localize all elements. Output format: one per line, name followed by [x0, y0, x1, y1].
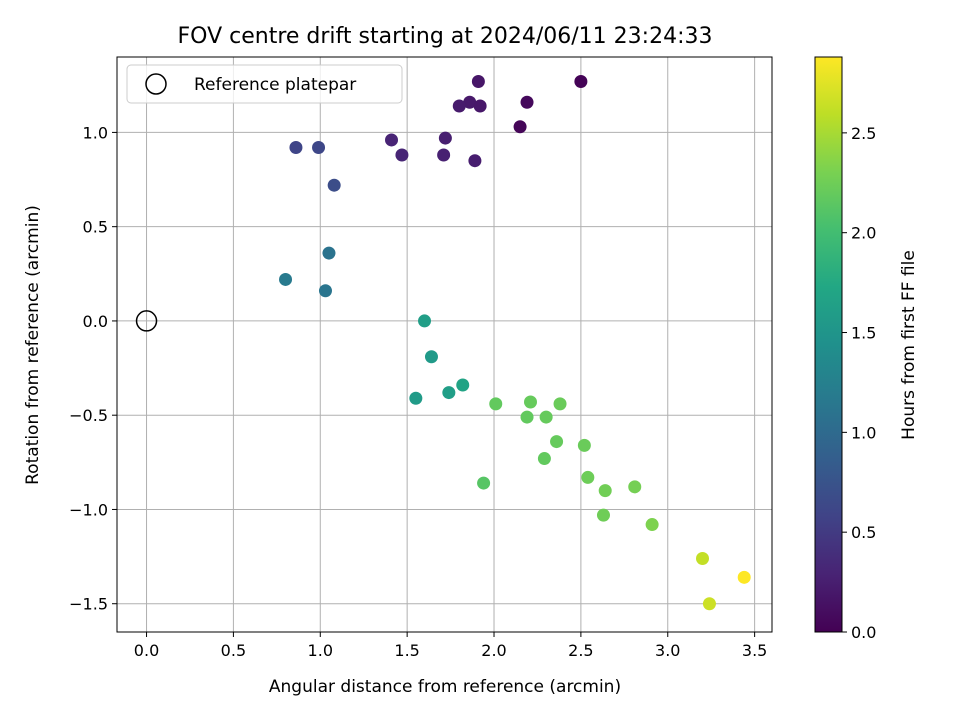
data-point — [702, 597, 716, 611]
data-point — [318, 284, 332, 298]
x-tick-label: 3.5 — [742, 641, 767, 660]
data-point — [598, 484, 612, 498]
data-point — [473, 99, 487, 113]
colorbar-tick-label: 1.5 — [851, 324, 876, 343]
data-point — [327, 178, 341, 192]
data-point — [312, 140, 326, 154]
colorbar-tick-label: 2.5 — [851, 124, 876, 143]
y-tick-label: −0.5 — [69, 406, 108, 425]
data-point — [322, 246, 336, 260]
data-point — [628, 480, 642, 494]
data-point — [553, 397, 567, 411]
data-point — [513, 120, 527, 134]
data-point — [456, 378, 470, 392]
y-tick-label: −1.0 — [69, 500, 108, 519]
data-point — [463, 95, 477, 109]
data-point — [385, 133, 399, 147]
data-point — [418, 314, 432, 328]
data-point — [442, 386, 456, 400]
data-point — [577, 438, 591, 452]
data-point — [537, 452, 551, 466]
data-point — [520, 410, 534, 424]
data-point — [437, 148, 451, 162]
y-tick-label: 0.5 — [83, 218, 108, 237]
data-point — [550, 435, 564, 449]
data-point — [279, 272, 293, 286]
data-point — [395, 148, 409, 162]
data-point — [468, 154, 482, 168]
data-point — [737, 570, 751, 584]
legend-box — [126, 64, 403, 104]
legend-reference-marker — [145, 73, 167, 95]
data-point — [520, 95, 534, 109]
data-point — [645, 518, 659, 532]
colorbar-tick-label: 2.0 — [851, 224, 876, 243]
data-point — [452, 99, 466, 113]
reference-platepar-marker — [135, 310, 158, 332]
colorbar-gradient — [814, 56, 843, 633]
x-tick-label: 2.0 — [481, 641, 506, 660]
data-point — [409, 391, 423, 405]
legend-label: Reference platepar — [194, 75, 356, 95]
data-point — [539, 410, 553, 424]
data-point — [524, 395, 538, 409]
data-point — [289, 140, 303, 154]
x-tick-label: 3.0 — [655, 641, 680, 660]
data-point — [471, 75, 485, 89]
chart-title: FOV centre drift starting at 2024/06/11 … — [178, 24, 713, 49]
data-point — [596, 508, 610, 522]
x-tick-label: 0.5 — [221, 641, 246, 660]
data-point — [489, 397, 503, 411]
y-tick-label: 0.0 — [83, 312, 108, 331]
x-tick-label: 2.5 — [568, 641, 593, 660]
colorbar-tick-label: 0.5 — [851, 523, 876, 542]
colorbar: 0.0 0.5 1.0 1.5 2.0 2.5 Hours from first FF f… — [814, 56, 919, 642]
legend: Reference platepar — [126, 64, 403, 104]
x-axis-ticks: 0.0 0.5 1.0 1.5 2.0 2.5 3.0 3.5 — [134, 632, 767, 660]
y-axis-ticks: −1.5 −1.0 −0.5 0.0 0.5 1.0 — [69, 123, 117, 614]
data-point — [438, 131, 452, 145]
y-tick-label: 1.0 — [83, 123, 108, 142]
colorbar-tick-label: 1.0 — [851, 423, 876, 442]
x-axis-title: Angular distance from reference (arcmin) — [269, 677, 621, 697]
x-tick-label: 0.0 — [134, 641, 159, 660]
data-points — [279, 75, 751, 611]
y-tick-label: −1.5 — [69, 595, 108, 614]
data-point — [424, 350, 438, 364]
y-axis-title: Rotation from reference (arcmin) — [23, 205, 43, 485]
data-point — [477, 476, 491, 490]
colorbar-tick-label: 0.0 — [851, 623, 876, 642]
data-point — [696, 551, 710, 565]
colorbar-ticks: 0.0 0.5 1.0 1.5 2.0 2.5 — [842, 124, 876, 642]
data-point — [581, 470, 595, 484]
reference-marker-group — [135, 310, 158, 332]
x-tick-label: 1.5 — [394, 641, 419, 660]
colorbar-title: Hours from first FF file — [899, 250, 919, 440]
data-point — [574, 75, 588, 89]
x-tick-label: 1.0 — [308, 641, 333, 660]
plot-frame — [116, 56, 773, 633]
